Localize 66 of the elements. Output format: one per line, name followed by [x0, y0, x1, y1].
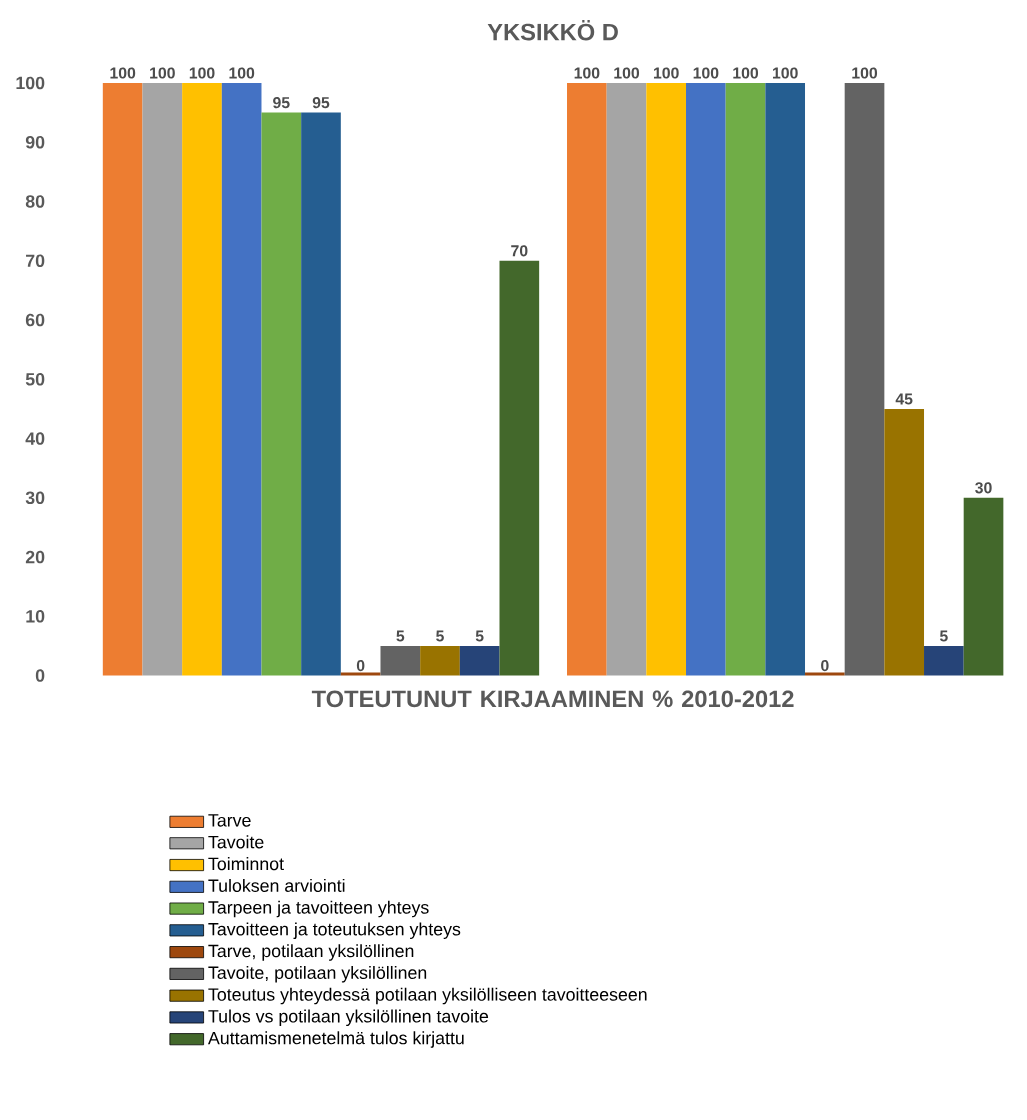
- bar: [221, 82, 262, 676]
- x-axis-title: TOTEUTUNUT KIRJAAMINEN % 2010-2012: [311, 690, 794, 708]
- bar: [844, 82, 885, 676]
- chart-title: YKSIKKÖ D: [487, 19, 618, 41]
- bar: [884, 408, 924, 676]
- bar: [261, 112, 302, 676]
- data-label: 100: [229, 67, 255, 79]
- legend-label: Tarve, potilaan yksilöllinen: [208, 944, 414, 961]
- data-label: 5: [396, 630, 405, 642]
- bar: [380, 645, 421, 676]
- data-label: 95: [273, 97, 290, 109]
- bar: [102, 82, 143, 676]
- data-label: 0: [821, 660, 829, 672]
- legend-label: Auttamismenetelmä tulos kirjattu: [207, 1031, 464, 1048]
- y-tick-label: 60: [25, 313, 45, 327]
- data-label: 95: [312, 97, 330, 109]
- legend-label: Toiminnot: [208, 857, 284, 871]
- y-tick-label: 50: [25, 372, 45, 386]
- bar: [420, 645, 460, 676]
- y-tick-label: 90: [25, 135, 45, 149]
- data-label: 100: [852, 67, 877, 79]
- legend-label: Tavoite: [208, 835, 264, 849]
- legend-label: Tavoite, potilaan yksilöllinen: [208, 965, 427, 983]
- bar: [499, 260, 540, 676]
- bar: [963, 497, 1004, 676]
- data-label: 100: [189, 67, 215, 79]
- data-label: 100: [110, 67, 136, 79]
- legend-label: Tulos vs potilaan yksilöllinen tavoite: [208, 1009, 488, 1027]
- bar: [685, 82, 726, 676]
- data-label: 100: [574, 67, 600, 79]
- legend-label: Tavoitteen ja toteutuksen yhteys: [208, 922, 461, 939]
- data-label: 5: [475, 630, 484, 642]
- data-label: 100: [693, 67, 719, 79]
- y-tick-label: 80: [25, 195, 45, 208]
- y-tick-label: 100: [16, 76, 45, 90]
- y-tick-label: 0: [35, 669, 45, 682]
- y-tick-label: 40: [25, 432, 45, 445]
- legend-label: Tarpeen ja tavoitteen yhteys: [208, 900, 429, 918]
- data-label: 100: [653, 67, 679, 79]
- data-label: 70: [511, 245, 528, 257]
- bar: [142, 82, 183, 676]
- bar: [923, 645, 964, 676]
- bar: [646, 82, 686, 676]
- bar: [606, 82, 647, 676]
- bar: [566, 82, 607, 676]
- data-label: 5: [436, 630, 444, 642]
- y-tick-label: 70: [25, 254, 45, 268]
- bar: [459, 645, 500, 676]
- legend-label: Tuloksen arviointi: [208, 878, 345, 892]
- bar: [725, 82, 766, 676]
- data-label: 100: [614, 67, 639, 79]
- data-label: 100: [733, 67, 758, 79]
- y-tick-label: 30: [25, 491, 45, 505]
- data-label: 100: [150, 67, 175, 79]
- y-tick-label: 20: [25, 550, 45, 564]
- data-label: 45: [895, 393, 913, 405]
- y-tick-label: 10: [26, 609, 45, 623]
- bar: [301, 112, 341, 676]
- bar: [182, 82, 222, 676]
- legend-label: Toteutus yhteydessä potilaan yksilölliseen tavoitteeseen: [208, 987, 647, 1005]
- data-label: 5: [939, 630, 948, 642]
- data-label: 100: [772, 67, 798, 79]
- data-label: 30: [975, 482, 992, 494]
- data-label: 0: [356, 660, 365, 672]
- legend-label: Tarve: [208, 814, 251, 827]
- bar: [765, 82, 805, 676]
